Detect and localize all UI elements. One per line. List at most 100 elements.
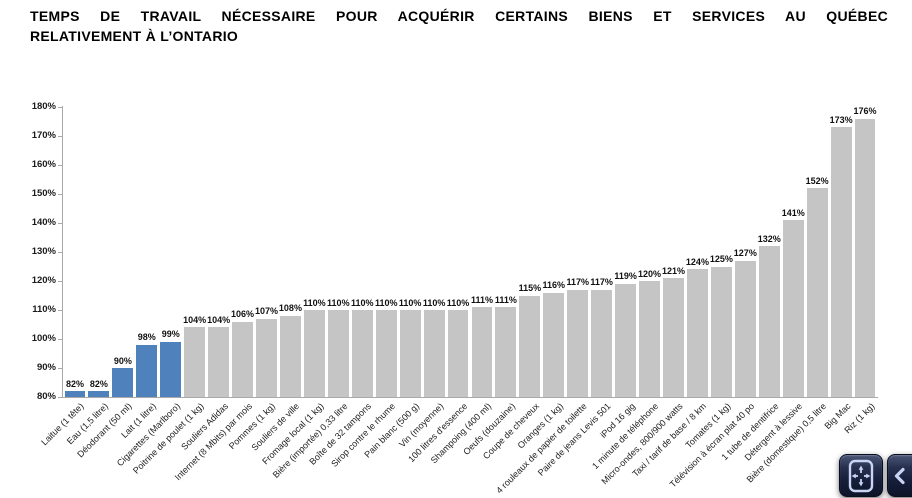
y-axis-label: 90% <box>36 362 56 373</box>
previous-page-button[interactable] <box>887 454 912 497</box>
bar-value-label: 99% <box>161 329 180 340</box>
bar-value-label: 117% <box>566 277 589 288</box>
bar-value-label: 125% <box>709 254 733 264</box>
y-axis-label: 130% <box>31 246 56 257</box>
y-axis-tick <box>58 397 62 398</box>
page-title: TEMPS DE TRAVAIL NÉCESSAIRE POUR ACQUÉRI… <box>30 6 888 46</box>
bar <box>184 327 206 397</box>
bar-value-label: 106% <box>231 309 255 320</box>
bar <box>686 269 708 397</box>
bar-value-label: 141% <box>781 207 805 218</box>
bar <box>854 118 876 397</box>
bar <box>303 310 325 397</box>
bar <box>351 310 373 397</box>
y-axis-tick <box>58 107 62 108</box>
y-axis-tick <box>58 165 62 166</box>
bar-value-label: 110% <box>350 297 374 308</box>
bar <box>447 310 469 397</box>
y-axis-label: 160% <box>31 159 56 170</box>
bar <box>160 341 182 397</box>
bar-value-label: 173% <box>829 114 853 125</box>
bar <box>830 127 852 397</box>
bar-value-label: 110% <box>446 297 470 308</box>
y-axis-tick <box>58 310 62 311</box>
bar <box>543 292 565 397</box>
bar <box>734 260 756 397</box>
bar-value-label: 108% <box>278 303 302 314</box>
bar <box>806 188 828 397</box>
bar <box>782 220 804 397</box>
bar-value-label: 120% <box>638 268 662 279</box>
bar-value-label: 115% <box>518 283 542 293</box>
y-axis-tick <box>58 281 62 282</box>
bar-value-label: 107% <box>254 306 279 317</box>
bar <box>495 307 517 397</box>
bar <box>663 278 684 397</box>
bar-value-label: 117% <box>590 277 613 288</box>
bar <box>279 315 301 397</box>
bar-value-label: 110% <box>303 297 326 308</box>
bar <box>232 321 254 397</box>
bar-value-label: 152% <box>805 175 829 186</box>
bar <box>327 310 349 397</box>
bar <box>399 310 421 397</box>
chevron-left-icon <box>893 467 906 485</box>
bar-value-label: 104% <box>207 314 231 325</box>
y-axis-tick <box>58 194 62 195</box>
bar-value-label: 110% <box>374 297 398 308</box>
y-axis-label: 110% <box>32 304 56 315</box>
bar <box>136 344 158 397</box>
bar <box>256 318 277 397</box>
x-axis-line <box>62 397 878 398</box>
bar-value-label: 110% <box>422 297 446 308</box>
bar-value-label: 90% <box>113 355 132 366</box>
bar <box>375 310 397 397</box>
bar-value-label: 127% <box>733 248 757 259</box>
bar-value-label: 176% <box>853 106 877 117</box>
y-axis-tick <box>58 339 62 340</box>
y-axis-label: 180% <box>31 101 56 112</box>
bar <box>758 246 780 397</box>
bar-value-label: 116% <box>542 280 566 291</box>
bar-value-label: 98% <box>137 332 156 343</box>
bar-value-label: 82% <box>65 378 84 389</box>
bar-value-label: 121% <box>661 265 686 276</box>
page-title-line2: RELATIVEMENT À L’ONTARIO <box>30 28 239 44</box>
bar-value-label: 111% <box>494 294 517 305</box>
bar <box>471 307 493 397</box>
pan-arrows-icon <box>848 459 874 493</box>
y-axis-line <box>62 106 63 398</box>
bar-value-label: 104% <box>183 314 207 325</box>
bar <box>64 391 86 397</box>
bar-value-label: 110% <box>398 297 422 308</box>
y-axis-label: 150% <box>31 188 56 199</box>
page-title-line1: TEMPS DE TRAVAIL NÉCESSAIRE POUR ACQUÉRI… <box>30 8 888 24</box>
bar-value-label: 82% <box>89 378 108 389</box>
y-axis-tick <box>58 136 62 137</box>
bar-value-label: 132% <box>757 233 781 244</box>
bar <box>710 266 732 397</box>
pan-button[interactable] <box>839 454 883 497</box>
bar <box>423 310 445 397</box>
bar-value-label: 111% <box>470 294 493 305</box>
y-axis-label: 100% <box>31 333 56 344</box>
bar <box>615 283 637 397</box>
y-axis-tick <box>58 368 62 369</box>
bar <box>567 289 589 397</box>
y-axis-tick <box>58 223 62 224</box>
bar-value-label: 110% <box>327 297 350 308</box>
y-axis-tick <box>58 252 62 253</box>
bar <box>208 327 230 397</box>
y-axis-label: 140% <box>31 217 56 228</box>
y-axis-label: 120% <box>31 275 56 286</box>
y-axis-label: 170% <box>31 130 56 141</box>
bar-value-label: 124% <box>685 256 709 267</box>
bar <box>639 281 661 397</box>
y-axis-label: 80% <box>36 391 56 402</box>
bar <box>88 391 110 397</box>
bar-value-label: 119% <box>614 271 637 282</box>
bar <box>591 289 613 397</box>
bar <box>519 295 541 397</box>
bar <box>112 368 134 397</box>
